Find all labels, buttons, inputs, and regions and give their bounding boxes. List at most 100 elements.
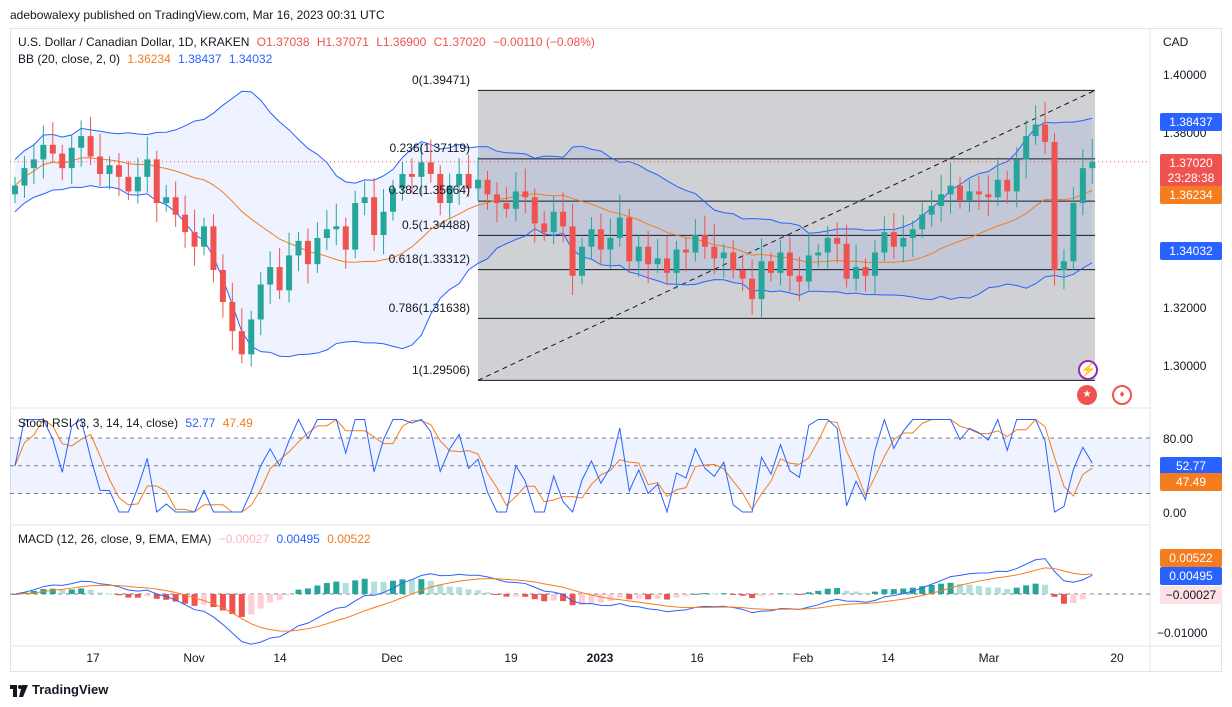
candle-body [749,278,756,300]
candle-body [720,252,727,259]
macd-histogram-bar [172,594,179,602]
macd-histogram-bar [286,594,293,595]
bb-upper-badge: 1.38437 [1160,113,1222,131]
macd-histogram-bar [928,584,935,594]
candle-body [49,144,56,154]
macd-badge: 0.00495 [1160,567,1222,585]
x-label: 19 [504,651,518,665]
candle-body [40,144,47,160]
candle-body [853,267,860,279]
candle-body [957,185,963,201]
fib-label: 0.5(1.34488) [401,218,470,232]
x-label: 20 [1110,651,1124,665]
candle-body [1032,124,1039,137]
tradingview-logo[interactable]: TradingView [10,682,108,697]
candle-body [928,205,935,215]
bb-legend: BB (20, close, 2, 0) 1.36234 1.38437 1.3… [18,52,272,66]
macd-histogram-bar [1060,594,1067,604]
macd-histogram-bar [304,588,311,594]
stoch-legend: Stoch RSI (3, 3, 14, 14, close) 52.77 47… [18,416,253,430]
macd-histogram-bar [985,587,992,594]
candle-body [295,240,302,256]
tradingview-icon [10,684,28,697]
candle-body [418,162,425,177]
macd-histogram-bar [635,594,642,599]
macd-histogram-bar [201,594,207,605]
fib-label: 0.786(1.31638) [388,301,470,315]
macd-histogram-bar [314,585,321,594]
macd-histogram-bar [739,594,746,596]
macd-histogram-bar [824,588,831,594]
change-value: −0.00110 (−0.08%) [493,35,595,49]
macd-histogram-bar [134,594,141,598]
x-label: 2023 [586,651,614,665]
candle-body [219,269,226,302]
candle-body [1051,141,1058,270]
macd-histogram-bar [115,594,122,596]
macd-histogram-bar [607,594,614,601]
macd-histogram-bar [900,588,907,594]
fib-label: 0.382(1.35664) [388,183,470,197]
macd-name: MACD (12, 26, close, 9, EMA, EMA) [18,532,212,546]
macd-signal-badge: 0.00522 [1160,549,1222,567]
candle-body [484,179,491,195]
macd-histogram-bar [484,592,491,594]
macd-histogram-bar [248,594,255,615]
macd-histogram-bar [749,594,756,599]
candle-body [862,267,869,276]
macd-histogram-bar [711,593,718,595]
candle-body [115,165,122,177]
macd-histogram-bar [957,584,963,594]
ca-flag-icon[interactable]: ♦ [1112,385,1132,405]
stoch-d-value: 47.49 [222,416,253,430]
macd-histogram-bar [493,594,500,595]
candle-body [541,223,548,233]
macd-histogram-bar [654,594,661,599]
macd-histogram-bar [673,594,680,598]
macd-histogram-bar [786,593,793,595]
bb-lower-badge: 1.34032 [1160,242,1222,260]
macd-histogram-bar [1051,594,1058,597]
candle-body [786,252,793,276]
candle-body [144,159,151,177]
publish-text: adebowalexy published on TradingView.com… [10,8,385,22]
macd-histogram-bar [853,591,860,594]
candle-body [238,331,245,355]
macd-hist-badge: −0.00027 [1160,586,1222,604]
candle-body [560,211,567,227]
macd-histogram-bar [768,594,774,596]
macd-tick: −0.01000 [1157,626,1208,640]
macd-histogram-bar [68,589,75,594]
macd-histogram-bar [267,594,274,603]
macd-histogram-bar [550,594,557,601]
macd-histogram-bar [512,594,519,597]
macd-legend: MACD (12, 26, close, 9, EMA, EMA) −0.000… [18,532,371,546]
candle-body [1004,179,1011,192]
macd-histogram-bar [919,586,926,594]
macd-histogram-bar [408,579,415,594]
candle-body [805,255,812,282]
macd-histogram-bar [238,594,245,617]
macd-signal-line [14,567,1093,632]
candle-body [635,246,642,262]
macd-histogram-bar [1079,594,1086,600]
macd-histogram-bar [106,593,113,595]
macd-histogram-bar [701,593,708,595]
candle-body [12,185,18,195]
macd-histogram-bar [153,594,160,599]
candle-body [286,255,293,291]
lightning-icon[interactable]: ⚡ [1078,360,1098,380]
candle-body [59,153,66,169]
macd-histogram-bar [97,592,104,594]
macd-histogram-bar [78,588,85,594]
candle-body [371,197,378,236]
us-flag-icon[interactable]: ★ [1077,385,1097,405]
stoch-tick: 0.00 [1163,506,1187,520]
macd-histogram-bar [1023,585,1030,594]
candle-body [966,191,973,201]
macd-histogram-bar [730,594,737,595]
macd-histogram-bar [975,585,982,594]
macd-histogram-bar [843,590,850,594]
macd-histogram-bar [12,594,18,595]
